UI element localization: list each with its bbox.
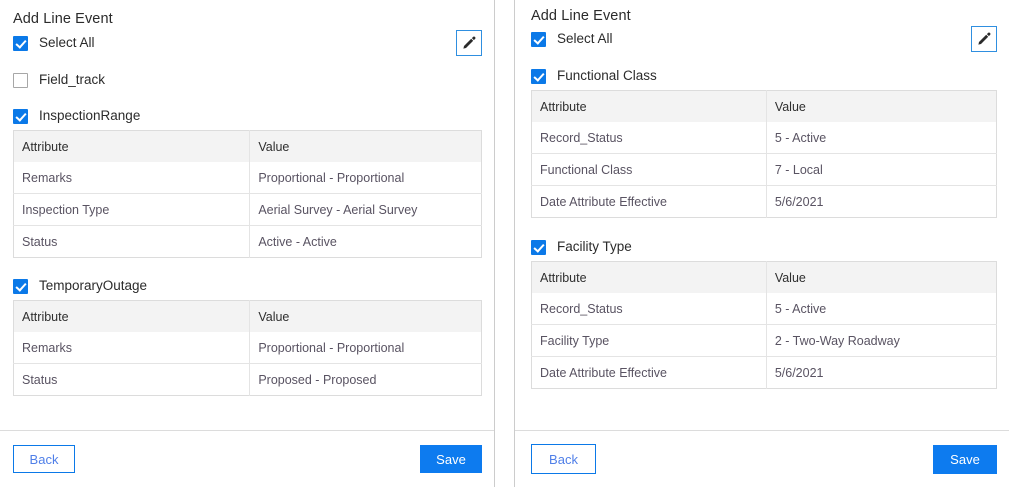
cell-attribute: Date Attribute Effective (531, 185, 767, 218)
back-button[interactable]: Back (531, 444, 596, 474)
cell-value: Aerial Survey - Aerial Survey (249, 193, 482, 226)
layer-label-facility-type: Facility Type (557, 239, 632, 254)
layer-checkbox-inspection-range[interactable] (13, 108, 28, 124)
cell-attribute: Inspection Type (13, 193, 251, 226)
table-row: Inspection Type Aerial Survey - Aerial S… (13, 193, 482, 226)
attribute-table-functional-class: Attribute Value Record_Status 5 - Active… (531, 90, 997, 218)
layer-checkbox-row-functional-class[interactable]: Functional Class (531, 68, 997, 84)
panel-gutter (495, 0, 514, 487)
cell-attribute: Remarks (13, 162, 251, 194)
column-header-attribute: Attribute (13, 130, 251, 162)
cell-attribute: Facility Type (531, 324, 767, 357)
layer-checkbox-row-facility-type[interactable]: Facility Type (531, 239, 997, 255)
layer-group-field-track: Field_track (13, 72, 482, 88)
layer-checkbox-temporary-outage[interactable] (13, 278, 28, 294)
add-line-event-panel-left: Add Line Event Select All (0, 0, 495, 487)
column-header-value: Value (766, 90, 997, 122)
attribute-table-facility-type: Attribute Value Record_Status 5 - Active… (531, 261, 997, 389)
cell-value: Proportional - Proportional (249, 332, 482, 364)
save-button[interactable]: Save (420, 445, 482, 473)
column-header-value: Value (766, 261, 997, 293)
table-row: Date Attribute Effective 5/6/2021 (531, 185, 997, 218)
layer-label-inspection-range: InspectionRange (39, 108, 141, 123)
column-header-value: Value (249, 300, 482, 332)
table-row: Status Proposed - Proposed (13, 363, 482, 396)
layer-group-temporary-outage: TemporaryOutage Attribute Value Remarks … (13, 278, 482, 396)
select-all-label: Select All (557, 31, 613, 46)
cell-attribute: Date Attribute Effective (531, 356, 767, 389)
cell-attribute: Record_Status (531, 122, 767, 154)
table-row: Status Active - Active (13, 225, 482, 258)
back-button[interactable]: Back (13, 445, 75, 473)
cell-attribute: Status (13, 363, 251, 396)
layer-label-functional-class: Functional Class (557, 68, 657, 83)
table-header-row: Attribute Value (531, 90, 997, 122)
select-all-checkbox[interactable] (531, 31, 546, 47)
table-header-row: Attribute Value (13, 130, 482, 162)
layer-checkbox-facility-type[interactable] (531, 239, 546, 255)
layer-checkbox-row-field-track[interactable]: Field_track (13, 72, 482, 88)
cell-attribute: Remarks (13, 332, 251, 364)
pencil-icon (461, 35, 477, 51)
column-header-value: Value (249, 130, 482, 162)
select-all-checkbox-row-left[interactable]: Select All (13, 35, 482, 51)
cell-value: Proposed - Proposed (249, 363, 482, 396)
pencil-icon (976, 31, 992, 47)
layer-checkbox-row-inspection-range[interactable]: InspectionRange (13, 108, 482, 124)
page-title: Add Line Event (13, 11, 113, 27)
layer-checkbox-field-track[interactable] (13, 72, 28, 88)
cell-value: 2 - Two-Way Roadway (766, 324, 997, 357)
cell-value: 5 - Active (766, 122, 997, 154)
panel-body-left: Add Line Event Select All (0, 0, 494, 430)
layer-label-temporary-outage: TemporaryOutage (39, 278, 148, 293)
table-row: Record_Status 5 - Active (531, 122, 997, 154)
add-line-event-panel-right: Add Line Event Select All (514, 0, 1009, 487)
select-all-checkbox[interactable] (13, 35, 28, 51)
table-row: Facility Type 2 - Two-Way Roadway (531, 324, 997, 357)
table-row: Date Attribute Effective 5/6/2021 (531, 356, 997, 389)
select-all-checkbox-row-right[interactable]: Select All (531, 31, 997, 47)
save-button[interactable]: Save (933, 444, 997, 474)
cell-attribute: Status (13, 225, 251, 258)
table-row: Remarks Proportional - Proportional (13, 332, 482, 364)
edit-pencil-button-right[interactable] (971, 26, 997, 52)
layer-label-field-track: Field_track (39, 72, 106, 87)
table-row: Record_Status 5 - Active (531, 293, 997, 325)
layer-checkbox-row-temporary-outage[interactable]: TemporaryOutage (13, 278, 482, 294)
attribute-table-inspection-range: Attribute Value Remarks Proportional - P… (13, 130, 482, 258)
table-header-row: Attribute Value (13, 300, 482, 332)
attribute-table-temporary-outage: Attribute Value Remarks Proportional - P… (13, 300, 482, 396)
layer-group-inspection-range: InspectionRange Attribute Value Remarks … (13, 108, 482, 258)
column-header-attribute: Attribute (531, 261, 767, 293)
table-row: Functional Class 7 - Local (531, 153, 997, 186)
cell-value: 5 - Active (766, 293, 997, 325)
table-header-row: Attribute Value (531, 261, 997, 293)
select-all-label: Select All (39, 35, 95, 50)
table-row: Remarks Proportional - Proportional (13, 162, 482, 194)
layer-checkbox-functional-class[interactable] (531, 68, 546, 84)
panel-footer-left: Back Save (0, 430, 494, 487)
panel-footer-right: Back Save (515, 430, 1009, 487)
page-title-right: Add Line Event (531, 8, 631, 24)
cell-value: 5/6/2021 (766, 185, 997, 218)
column-header-attribute: Attribute (13, 300, 251, 332)
cell-value: 7 - Local (766, 153, 997, 186)
cell-attribute: Functional Class (531, 153, 767, 186)
panel-body-right: Add Line Event Select All (515, 0, 1009, 430)
cell-value: Proportional - Proportional (249, 162, 482, 194)
layer-group-functional-class: Functional Class Attribute Value Record_… (531, 68, 997, 218)
cell-attribute: Record_Status (531, 293, 767, 325)
column-header-attribute: Attribute (531, 90, 767, 122)
layer-group-facility-type: Facility Type Attribute Value Record_Sta… (531, 239, 997, 389)
cell-value: Active - Active (249, 225, 482, 258)
edit-pencil-button[interactable] (456, 30, 482, 56)
cell-value: 5/6/2021 (766, 356, 997, 389)
